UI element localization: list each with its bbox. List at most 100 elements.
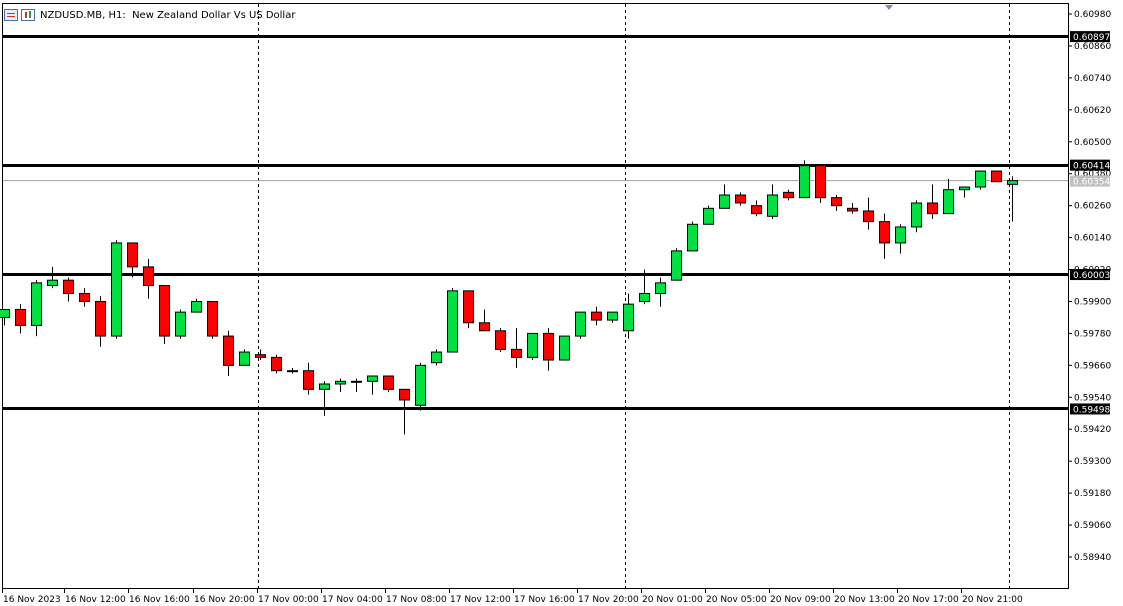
bear-candle-body — [399, 388, 410, 401]
current-price-tag — [1070, 175, 1110, 187]
price-tick-label: 0.59780 — [1074, 329, 1111, 339]
bear-candle-body — [991, 170, 1002, 183]
bull-candle-body — [799, 165, 810, 199]
bear-candle-body — [847, 207, 858, 212]
bull-candle-body — [943, 189, 954, 215]
bear-candle-body — [783, 191, 794, 199]
candle — [335, 378, 346, 392]
level-price-label: 0.59498 — [1073, 405, 1110, 415]
candle — [943, 179, 954, 215]
price-tick-label: 0.59300 — [1074, 457, 1111, 467]
chart-header: NZDUSD.MB, H1: New Zealand Dollar Vs US … — [4, 7, 295, 23]
time-tick-label: 16 Nov 20:00 — [194, 595, 255, 605]
bear-candle-body — [95, 300, 106, 337]
bear-candle-body — [159, 285, 170, 337]
period-separators — [258, 4, 1010, 588]
candle — [287, 368, 298, 374]
candle — [143, 258, 154, 299]
bull-candle-body — [607, 311, 618, 321]
candle — [847, 202, 858, 214]
candle — [367, 375, 378, 395]
candle — [399, 388, 410, 435]
candle — [671, 248, 682, 281]
candle — [751, 200, 762, 217]
price-tick-label: 0.59900 — [1074, 297, 1111, 307]
candle — [735, 192, 746, 206]
candle — [351, 378, 362, 392]
bull-candle-body — [527, 332, 538, 358]
candle — [911, 200, 922, 233]
bull-candle-body — [447, 290, 458, 353]
candle — [815, 165, 826, 203]
bear-candle-body — [143, 266, 154, 286]
candle — [127, 242, 138, 278]
candle — [447, 288, 458, 353]
candle — [175, 309, 186, 339]
candlestick-icon[interactable] — [21, 9, 35, 21]
bear-candle-body — [303, 370, 314, 390]
bear-candle-body — [591, 311, 602, 321]
level-price-label: 0.60897 — [1073, 33, 1110, 43]
bear-candle-body — [15, 308, 26, 326]
candle — [159, 285, 170, 345]
bear-candle-body — [127, 242, 138, 268]
horizontal-levels[interactable] — [3, 35, 1068, 410]
bear-candle-body — [63, 279, 74, 294]
bear-candle-body — [463, 290, 474, 324]
bull-candle-body — [431, 351, 442, 364]
candle — [799, 160, 810, 199]
bear-candle-body — [511, 348, 522, 358]
candle — [703, 205, 714, 225]
current-price-label: 0.60354 — [1073, 178, 1110, 188]
level-price-label: 0.60003 — [1073, 271, 1110, 281]
candle — [783, 189, 794, 201]
candle — [95, 296, 106, 347]
candle — [559, 335, 570, 361]
chart-shift-marker-icon[interactable] — [885, 5, 893, 10]
time-tick-label: 17 Nov 16:00 — [514, 595, 575, 605]
level-price-label: 0.60414 — [1073, 162, 1110, 172]
bear-candle-body — [207, 300, 218, 337]
price-tick-label: 0.60980 — [1074, 10, 1111, 20]
bull-candle-body — [191, 300, 202, 313]
bear-candle-body — [879, 221, 890, 244]
price-tick-label: 0.60380 — [1074, 170, 1111, 180]
time-tick-label: 17 Nov 04:00 — [322, 595, 383, 605]
candles — [0, 160, 1018, 435]
price-tick-label: 0.59660 — [1074, 361, 1111, 371]
candle — [111, 240, 122, 339]
candle — [271, 354, 282, 374]
bull-candle-body — [287, 370, 298, 373]
bear-candle-body — [831, 197, 842, 207]
bull-candle-body — [351, 380, 362, 383]
bull-candle-body — [687, 223, 698, 252]
bull-candle-body — [1007, 180, 1018, 185]
time-tick-label: 20 Nov 09:00 — [770, 595, 831, 605]
candle — [15, 304, 26, 334]
candle — [383, 375, 394, 392]
time-tick-label: 17 Nov 12:00 — [450, 595, 511, 605]
price-axis: 0.60980 0.60860 0.60740 0.60620 0.60500 0.603… — [1068, 10, 1111, 563]
bull-candle-body — [111, 242, 122, 337]
bear-candle-body — [735, 194, 746, 204]
bear-candle-body — [751, 205, 762, 215]
price-tick-label: 0.58940 — [1074, 553, 1111, 563]
bull-candle-body — [175, 311, 186, 337]
candle — [495, 328, 506, 353]
candle — [831, 195, 842, 211]
bull-candle-body — [703, 207, 714, 225]
candle — [687, 221, 698, 252]
candle — [575, 311, 586, 339]
level-price-tag — [1070, 403, 1110, 415]
candle — [479, 309, 490, 332]
time-tick-label: 20 Nov 21:00 — [962, 595, 1023, 605]
chart-frame — [2, 3, 1069, 589]
price-tick-label: 0.60140 — [1074, 234, 1111, 244]
price-tick-label: 0.60260 — [1074, 202, 1111, 212]
time-tick-label: 20 Nov 01:00 — [642, 595, 703, 605]
candle — [655, 277, 666, 307]
time-tick-label: 20 Nov 05:00 — [706, 595, 767, 605]
grid-icon[interactable] — [4, 9, 18, 21]
candle — [207, 300, 218, 339]
